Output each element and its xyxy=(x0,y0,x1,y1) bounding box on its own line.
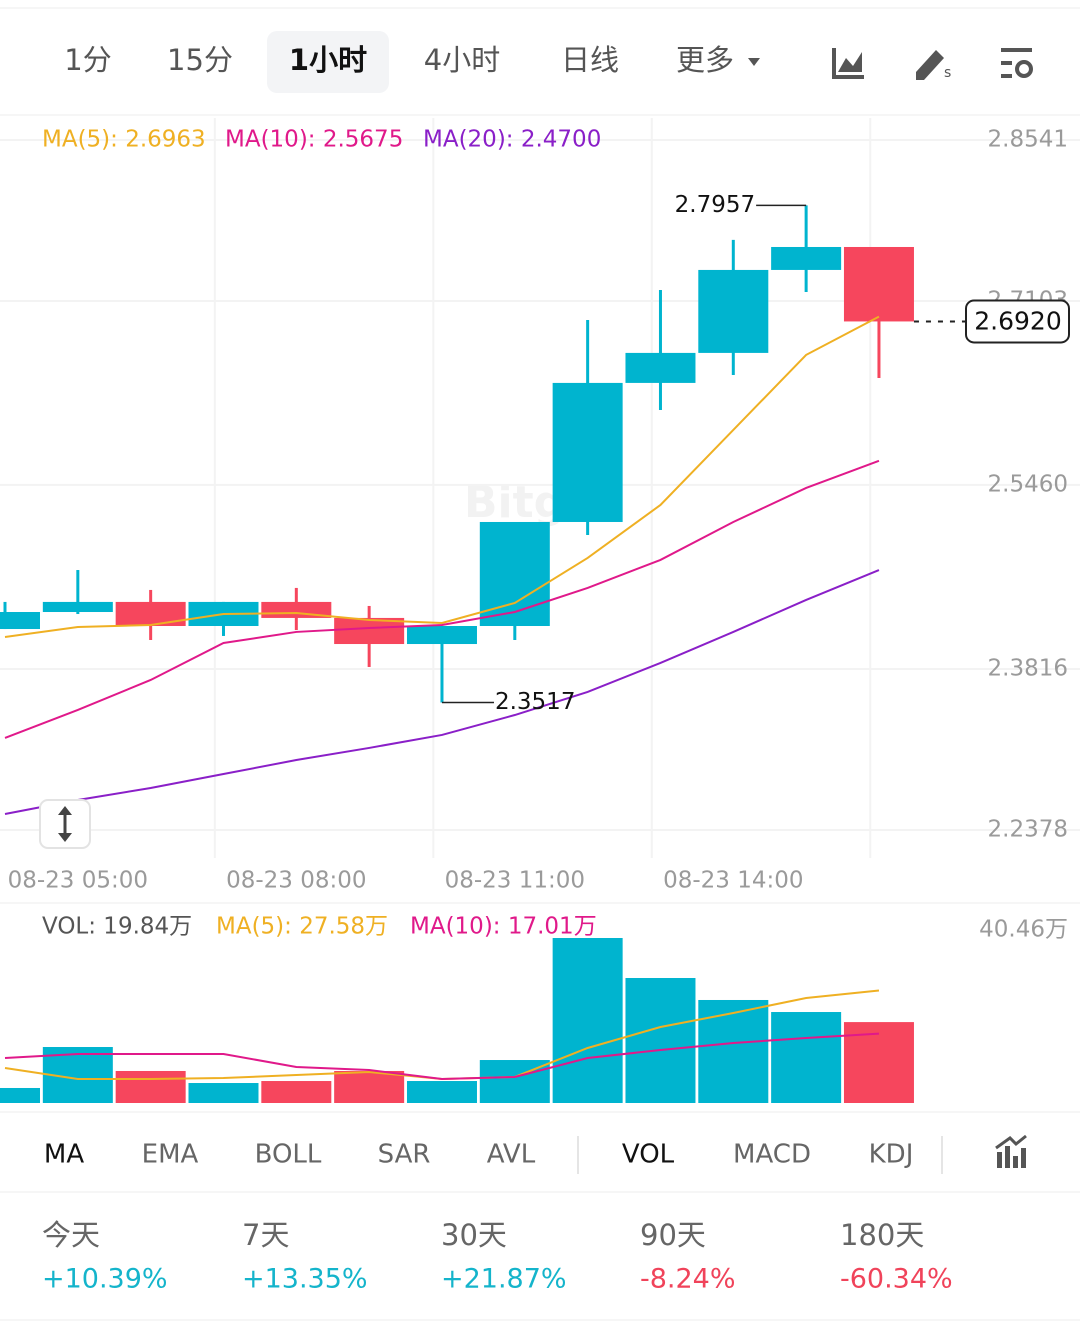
y-tick-label: 2.8541 xyxy=(988,126,1068,152)
interval-tab[interactable]: 日线 xyxy=(561,43,619,77)
x-tick-label: 08-23 14:00 xyxy=(663,868,803,894)
expand-button[interactable] xyxy=(39,799,91,849)
x-tick-label: 08-23 08:00 xyxy=(226,868,366,894)
indicator-tab-selected[interactable]: VOL xyxy=(622,1140,675,1170)
stat-period: 30天 xyxy=(441,1218,507,1252)
volume-bar xyxy=(334,1070,405,1103)
candle-body xyxy=(406,626,477,645)
volume-ma-line xyxy=(4,1032,880,1080)
candle-body xyxy=(625,352,696,383)
indicator-tab-selected[interactable]: MA xyxy=(44,1140,84,1170)
draw-tool-icon[interactable]: s xyxy=(916,50,951,81)
stat-change: +21.87% xyxy=(441,1264,567,1295)
volume-title: VOL: 19.84万 xyxy=(42,914,192,940)
performance-stats: 今天 +10.39% 7天 +13.35% 30天 +21.87% 90天 -8.24% 180… xyxy=(42,1218,953,1295)
candle-body xyxy=(0,612,40,630)
volume-bar xyxy=(188,1083,259,1103)
legend-entry: MA(5): 27.58万 xyxy=(216,914,388,940)
indicator-tab[interactable]: EMA xyxy=(142,1140,199,1170)
indicator-tab[interactable]: SAR xyxy=(378,1140,431,1170)
chart-type-icon[interactable] xyxy=(832,48,864,79)
legend-entry: MA(5): 2.6963 xyxy=(42,127,206,153)
legend-entry: MA(20): 2.4700 xyxy=(423,127,601,153)
legend-entry: MA(10): 2.5675 xyxy=(225,127,403,153)
x-tick-label: 08-23 05:00 xyxy=(8,868,148,894)
y-tick-label: 2.2378 xyxy=(988,817,1068,843)
high-marker-label: 2.7957 xyxy=(675,192,755,218)
interval-tab[interactable]: 15分 xyxy=(167,43,233,77)
indicator-tab[interactable]: KDJ xyxy=(869,1140,914,1170)
icon-glyph: s xyxy=(944,65,951,81)
interval-tab-selected[interactable]: 1小时 xyxy=(289,43,367,77)
ma-line xyxy=(4,569,880,815)
y-tick-label: 40.46万 xyxy=(979,917,1068,943)
volume-bar xyxy=(261,1081,332,1103)
volume-bar xyxy=(406,1081,477,1103)
stat-change: -8.24% xyxy=(640,1264,736,1295)
candle-body xyxy=(42,601,113,613)
volume-bar xyxy=(625,978,696,1103)
ma-line xyxy=(4,315,880,638)
indicator-tab[interactable]: MACD xyxy=(733,1140,811,1170)
volume-bar xyxy=(771,1012,842,1103)
candle-body xyxy=(843,246,914,322)
candle-body xyxy=(334,617,405,645)
stat-period: 今天 xyxy=(42,1218,100,1252)
last-price-label: 2.6920 xyxy=(974,306,1061,335)
tab-selected-bg xyxy=(267,31,389,93)
interval-tab[interactable]: 4小时 xyxy=(424,43,500,77)
indicator-settings-icon[interactable] xyxy=(995,1134,1027,1168)
y-tick-label: 2.3816 xyxy=(988,655,1068,681)
candle-body xyxy=(698,269,769,353)
last-price-box xyxy=(965,299,1070,344)
indicator-tab[interactable]: BOLL xyxy=(255,1140,322,1170)
candle-body xyxy=(115,601,186,627)
stat-change: +13.35% xyxy=(242,1264,368,1295)
volume-bar xyxy=(698,999,769,1103)
low-marker-label: 2.3517 xyxy=(495,689,575,715)
legend-entry: MA(10): 17.01万 xyxy=(410,914,597,940)
stat-period: 7天 xyxy=(242,1218,289,1252)
candle-body xyxy=(771,246,842,270)
interval-tab-more[interactable]: 更多 xyxy=(676,43,734,77)
volume-bar xyxy=(552,938,623,1103)
stat-period: 180天 xyxy=(840,1218,924,1252)
volume-chart: 40.46万 VOL: 19.84万 MA(5): 27.58万 MA(10): 17… xyxy=(0,914,1068,1103)
settings-icon[interactable] xyxy=(1001,48,1033,78)
interval-tab[interactable]: 1分 xyxy=(64,43,111,77)
volume-bar xyxy=(115,1070,186,1103)
y-tick-label: 2.5460 xyxy=(988,471,1068,497)
stat-change: -60.34% xyxy=(840,1264,953,1295)
x-tick-label: 08-23 11:00 xyxy=(445,868,585,894)
stat-period: 90天 xyxy=(640,1218,706,1252)
stat-change: +10.39% xyxy=(42,1264,168,1295)
candle-body xyxy=(552,382,623,522)
dropdown-arrow xyxy=(748,58,760,66)
indicator-tab[interactable]: AVL xyxy=(487,1140,536,1170)
volume-bar xyxy=(0,1087,40,1103)
ma-line xyxy=(4,459,880,739)
